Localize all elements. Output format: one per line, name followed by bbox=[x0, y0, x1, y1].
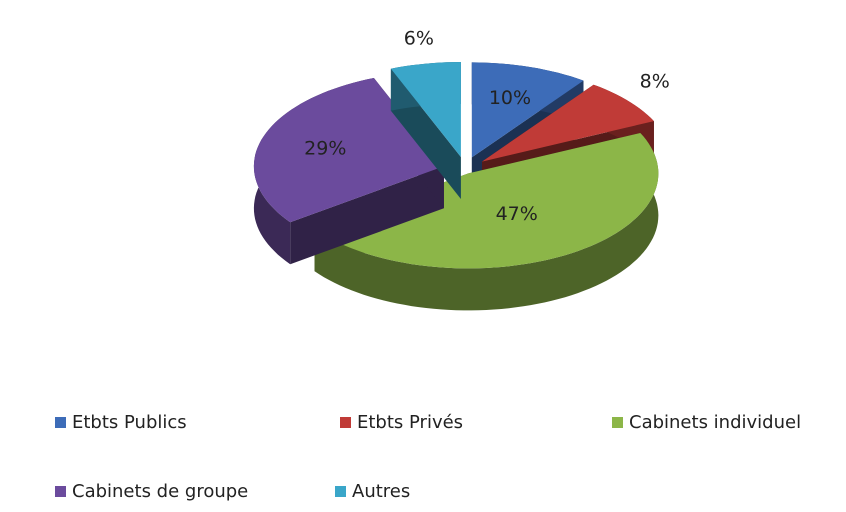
slice-top bbox=[482, 84, 654, 162]
legend-swatch bbox=[335, 486, 346, 497]
slice-top bbox=[390, 62, 461, 157]
data-label: 47% bbox=[496, 203, 538, 225]
data-label: 10% bbox=[489, 87, 531, 109]
legend-swatch bbox=[612, 417, 623, 428]
legend-label: Cabinets de groupe bbox=[72, 481, 248, 502]
legend-label: Cabinets individuel bbox=[629, 412, 801, 433]
slice-top bbox=[471, 62, 584, 158]
legend-swatch bbox=[55, 417, 66, 428]
data-label: 8% bbox=[640, 71, 670, 93]
slice-wall bbox=[290, 166, 444, 265]
legend-label: Autres bbox=[352, 481, 410, 502]
data-label: 6% bbox=[404, 27, 434, 49]
legend-swatch bbox=[55, 486, 66, 497]
slice bbox=[390, 62, 461, 199]
legend-label: Etbts Publics bbox=[72, 412, 187, 433]
legend-label: Etbts Privés bbox=[357, 412, 463, 433]
slice-top bbox=[314, 133, 659, 269]
slice-side bbox=[314, 133, 659, 311]
data-label: 29% bbox=[304, 138, 346, 160]
legend-swatch bbox=[340, 417, 351, 428]
